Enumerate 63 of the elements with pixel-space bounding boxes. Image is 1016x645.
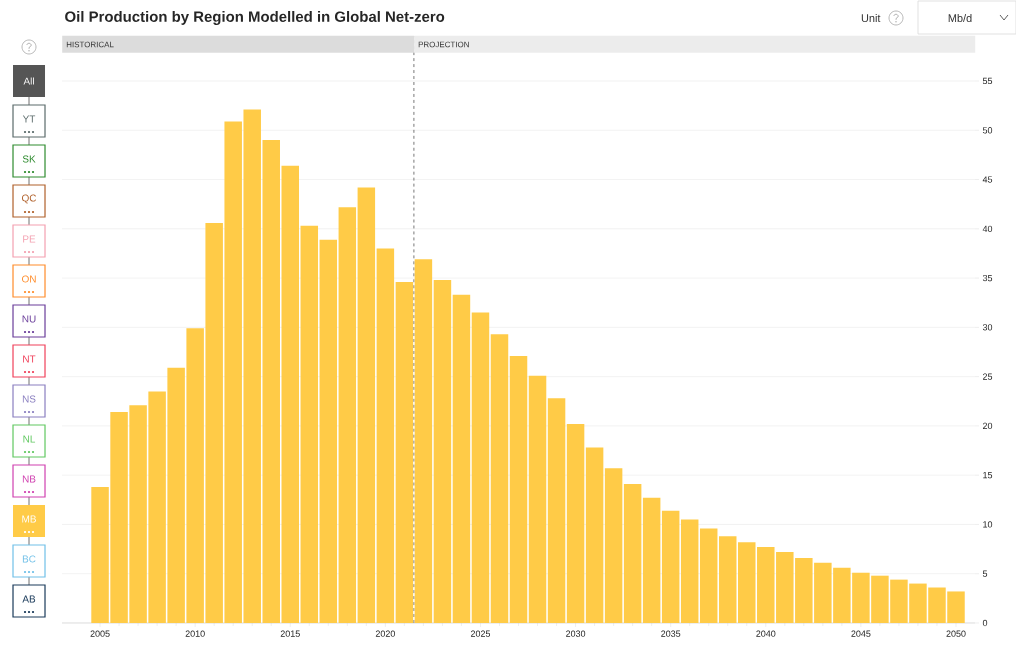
x-tick-label: 2010 [185, 630, 205, 637]
text: NS [22, 395, 36, 403]
bar [528, 375, 547, 623]
x-tick-label: 2005 [90, 630, 110, 637]
bar [433, 280, 452, 623]
text: MB [22, 515, 36, 523]
y-tick-label: 45 [982, 176, 993, 183]
bar [281, 165, 300, 623]
x-tick-label: 2020 [375, 630, 395, 637]
bar [604, 468, 623, 623]
text: Unit [861, 13, 881, 23]
x-tick-label: 2050 [946, 630, 966, 637]
bar [452, 294, 471, 623]
x-tick-label: 2040 [756, 630, 776, 637]
bar [718, 536, 737, 623]
text: PE [23, 235, 36, 243]
text: YT [22, 115, 36, 123]
bar [338, 207, 357, 623]
text: BC [22, 555, 36, 563]
y-tick-label: 5 [982, 570, 988, 577]
bar [319, 239, 338, 623]
bar [680, 519, 699, 623]
text: NL [23, 435, 36, 443]
x-tick-label: 2045 [851, 630, 871, 637]
bar [357, 187, 376, 623]
text: NU [22, 315, 36, 323]
text: ON [22, 275, 36, 283]
y-tick-label: 35 [982, 274, 993, 282]
x-tick-label: 2025 [470, 630, 491, 637]
y-tick-label: 15 [983, 472, 993, 479]
text: AB [22, 595, 36, 603]
y-tick-label: 25 [982, 373, 993, 380]
y-tick-label: 10 [983, 521, 993, 528]
text: NT [23, 355, 36, 363]
bar [509, 355, 528, 623]
bar [566, 423, 585, 623]
y-tick-label: 0 [982, 619, 988, 627]
text: QC [22, 194, 37, 204]
bar [376, 248, 395, 623]
bar [661, 510, 680, 623]
y-tick-label: 55 [982, 77, 993, 85]
bar [471, 312, 490, 623]
bar [699, 528, 718, 623]
y-tick-label: 50 [982, 127, 993, 134]
text: NB [22, 475, 36, 483]
text: All [23, 77, 34, 85]
x-tick-label: 2035 [661, 630, 681, 637]
bar [490, 334, 509, 623]
text: Mb/d [948, 13, 972, 23]
bar [414, 259, 433, 623]
bar [642, 497, 661, 623]
text: SK [22, 155, 36, 163]
bar [585, 447, 604, 623]
bar [395, 282, 414, 623]
y-tick-label: 40 [982, 225, 993, 232]
x-tick-label: 2030 [566, 630, 586, 637]
bar [547, 398, 566, 623]
bar [300, 225, 319, 623]
x-tick-label: 2015 [280, 630, 300, 637]
y-tick-label: 20 [982, 422, 993, 430]
bar [623, 484, 642, 623]
chart-title: Oil Production by Region Modelled in Global Net-zero [65, 10, 445, 25]
y-tick-label: 30 [982, 324, 993, 331]
